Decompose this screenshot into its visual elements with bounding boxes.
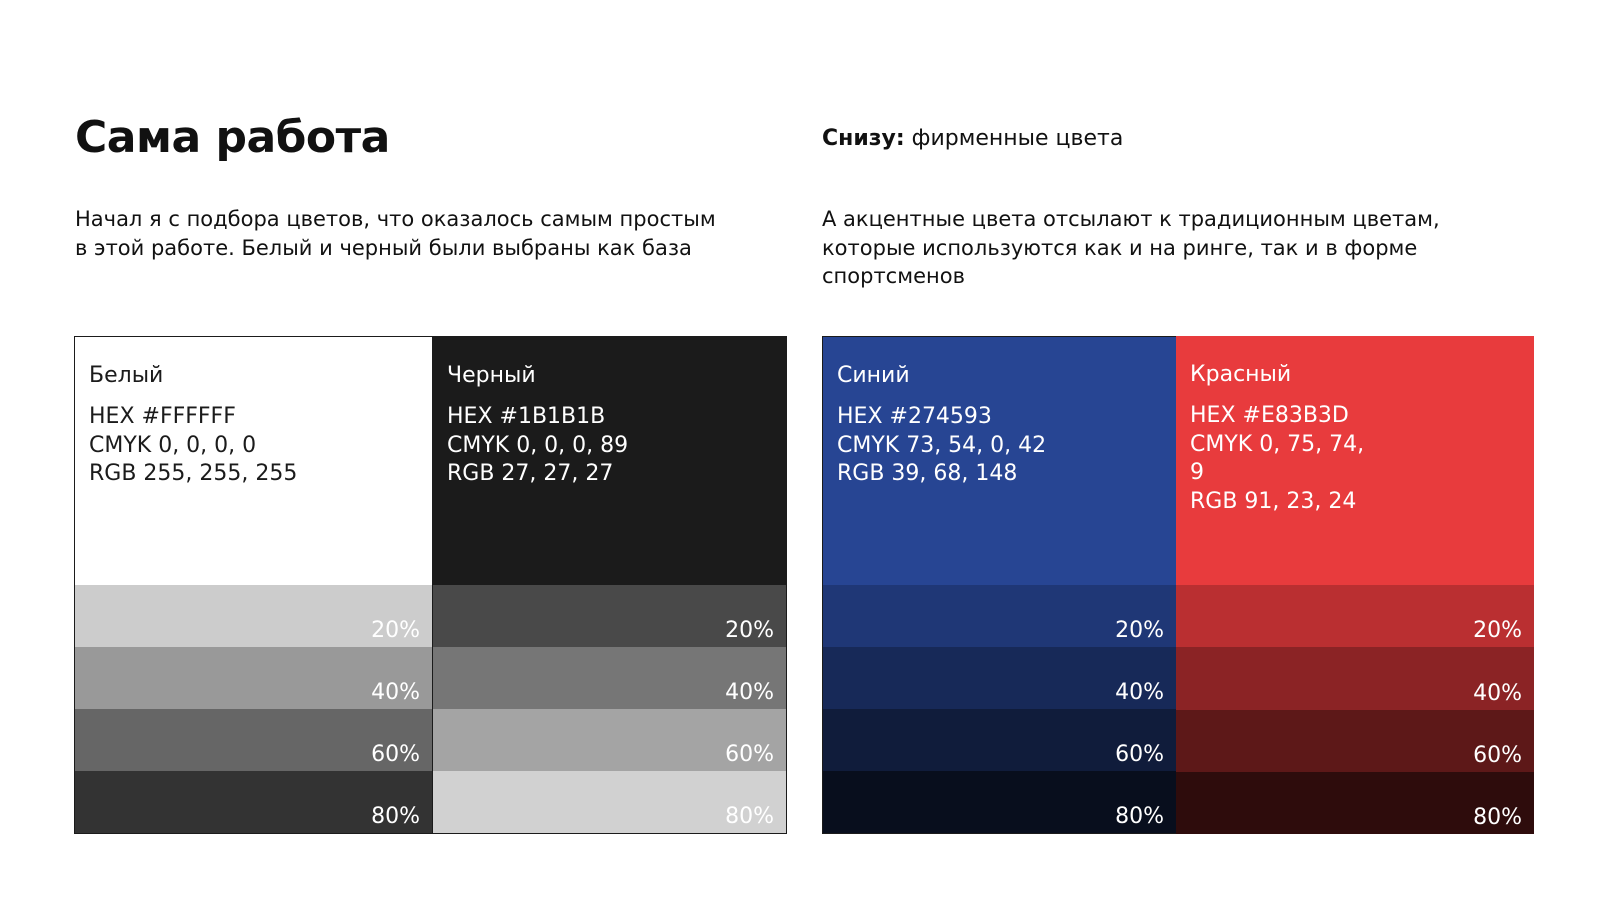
tint-label: 40% bbox=[371, 680, 420, 706]
tint-60: 60% bbox=[433, 709, 786, 771]
swatch-code-line: HEX #274593 bbox=[837, 404, 992, 429]
tint-20: 20% bbox=[1176, 585, 1534, 648]
tint-40: 40% bbox=[433, 647, 786, 710]
tint-label: 60% bbox=[1473, 742, 1522, 768]
tint-label: 20% bbox=[1115, 618, 1164, 644]
subhead-rest: фирменные цвета bbox=[904, 126, 1124, 151]
swatch-red: Красный HEX #E83B3D CMYK 0, 75, 74, 9 RGB 91… bbox=[1176, 336, 1534, 834]
tint-60: 60% bbox=[75, 709, 432, 771]
tint-40: 40% bbox=[823, 647, 1176, 710]
swatch-main-block: Красный HEX #E83B3D CMYK 0, 75, 74, 9 RGB 91… bbox=[1176, 336, 1534, 585]
accent-paragraph: А акцентные цвета отсылают к традиционны… bbox=[822, 205, 1522, 291]
tint-label: 20% bbox=[725, 618, 774, 644]
tint-label: 60% bbox=[725, 742, 774, 767]
tint-20: 20% bbox=[823, 585, 1176, 648]
tint-label: 80% bbox=[371, 803, 420, 829]
accent-palette: Синий HEX #274593 CMYK 73, 54, 0, 42 RGB 39… bbox=[822, 336, 1534, 834]
accent-line: спортсменов bbox=[822, 264, 965, 288]
swatch-code-line: RGB 27, 27, 27 bbox=[447, 461, 614, 486]
tint-60: 60% bbox=[823, 709, 1176, 771]
swatch-black: Черный HEX #1B1B1B CMYK 0, 0, 0, 89 RGB 27,… bbox=[432, 336, 787, 834]
swatch-name: Синий bbox=[837, 363, 910, 388]
tint-40: 40% bbox=[1176, 647, 1534, 710]
tint-80: 80% bbox=[75, 771, 432, 833]
swatch-code-line: CMYK 73, 54, 0, 42 bbox=[837, 432, 1047, 458]
swatch-code-line: CMYK 0, 0, 0, 0 bbox=[89, 432, 257, 458]
tint-label: 20% bbox=[371, 618, 420, 644]
swatch-blue: Синий HEX #274593 CMYK 73, 54, 0, 42 RGB 39… bbox=[822, 336, 1176, 834]
tint-label: 80% bbox=[725, 803, 774, 829]
tint-80: 80% bbox=[823, 771, 1176, 833]
swatch-code-line: HEX #FFFFFF bbox=[89, 404, 236, 429]
swatch-code-line: 9 bbox=[1190, 460, 1204, 485]
swatch-white: Белый HEX #FFFFFF CMYK 0, 0, 0, 0 RGB 255, … bbox=[74, 336, 432, 834]
accent-line: А акцентные цвета отсылают к традиционны… bbox=[822, 207, 1440, 231]
tint-60: 60% bbox=[1176, 709, 1534, 772]
tint-20: 20% bbox=[433, 585, 786, 648]
tint-40: 40% bbox=[75, 647, 432, 710]
tint-label: 40% bbox=[725, 680, 774, 706]
swatch-main-block: Белый HEX #FFFFFF CMYK 0, 0, 0, 0 RGB 255, … bbox=[75, 337, 432, 586]
swatch-code-line: HEX #E83B3D bbox=[1190, 403, 1349, 428]
tint-80: 80% bbox=[433, 771, 786, 833]
swatch-name: Красный bbox=[1190, 362, 1292, 387]
tint-label: 40% bbox=[1115, 680, 1164, 706]
swatch-main-block: Синий HEX #274593 CMYK 73, 54, 0, 42 RGB 39… bbox=[823, 337, 1176, 586]
base-palette: Белый HEX #FFFFFF CMYK 0, 0, 0, 0 RGB 255, … bbox=[74, 336, 787, 834]
tint-label: 80% bbox=[1473, 805, 1522, 830]
swatch-code-line: CMYK 0, 0, 0, 89 bbox=[447, 432, 629, 458]
swatch-name: Белый bbox=[89, 363, 164, 388]
tint-label: 40% bbox=[1473, 680, 1522, 706]
swatch-code-line: RGB 39, 68, 148 bbox=[837, 461, 1018, 486]
tint-label: 60% bbox=[1115, 742, 1164, 767]
subhead: Снизу: фирменные цвета bbox=[822, 126, 1123, 151]
tint-label: 20% bbox=[1473, 618, 1522, 644]
tint-label: 80% bbox=[1115, 803, 1164, 829]
intro-line: в этой работе. Белый и черный были выбра… bbox=[75, 235, 692, 260]
swatch-code-line: HEX #1B1B1B bbox=[447, 404, 606, 429]
intro-paragraph: Начал я с подбора цветов, что оказалось … bbox=[75, 205, 775, 262]
swatch-name: Черный bbox=[447, 363, 536, 388]
swatch-code-line: RGB 255, 255, 255 bbox=[89, 461, 298, 486]
intro-line: Начал я с подбора цветов, что оказалось … bbox=[75, 207, 716, 231]
page-title: Сама работа bbox=[75, 112, 390, 163]
swatch-code-line: CMYK 0, 75, 74, bbox=[1190, 431, 1365, 457]
accent-line: которые используются как и на ринге, так… bbox=[822, 235, 1418, 260]
swatch-code-line: RGB 91, 23, 24 bbox=[1190, 488, 1357, 514]
tint-label: 60% bbox=[371, 742, 420, 767]
tint-80: 80% bbox=[1176, 771, 1534, 834]
subhead-bold: Снизу: bbox=[822, 126, 905, 151]
swatch-main-block: Черный HEX #1B1B1B CMYK 0, 0, 0, 89 RGB 27,… bbox=[433, 337, 786, 586]
tint-20: 20% bbox=[75, 585, 432, 648]
